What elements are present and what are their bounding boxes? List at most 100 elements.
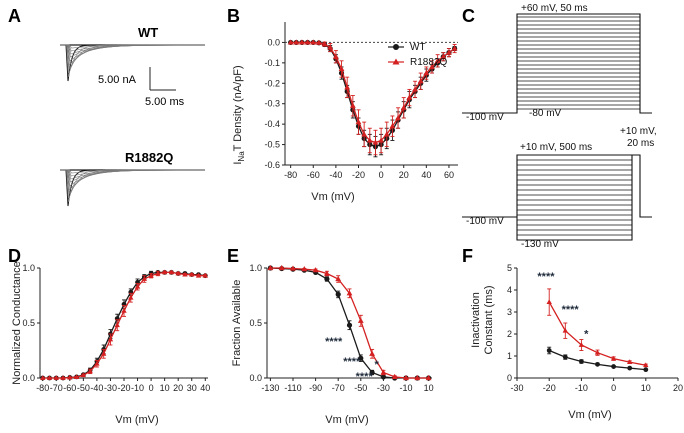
data-point-triangle [60,375,66,380]
y-tick-label: 0.0 [267,37,280,47]
data-point-triangle [395,114,401,121]
data-point-triangle [80,372,87,378]
significance-annotation: **** [356,371,374,383]
data-point-triangle [383,131,390,137]
data-point-triangle [46,375,53,380]
x-tick-label: -130 [261,383,279,393]
data-point-triangle [94,360,100,366]
current-trace [60,44,206,49]
legend-mutant-marker [392,58,400,65]
data-point-triangle [369,350,376,356]
mutant-trace-label: R1882Q [125,150,173,165]
data-point-triangle [389,123,396,129]
current-trace [60,169,206,195]
legend-mutant-label: R1882Q [410,57,447,68]
significance-annotation: * [584,328,589,340]
data-point-triangle [562,327,568,333]
x-tick-label: -10 [131,383,144,393]
data-point-triangle [107,336,114,342]
data-point-triangle [627,359,633,365]
data-point-triangle [148,272,154,278]
protocol-top-step-label: +60 mV, 50 ms [521,3,588,14]
y-tick-label: 5 [507,263,512,273]
legend-wt-marker [393,44,399,50]
data-point-triangle [578,342,585,347]
data-point-triangle [594,349,601,355]
data-point-triangle [67,374,73,380]
data-point-triangle [53,375,59,380]
data-point-triangle [168,269,175,275]
data-point-triangle [406,94,413,100]
y-tick-label: -0.3 [264,99,280,109]
panel-letter-a: A [8,6,21,26]
y-tick-label: -0.4 [264,119,280,129]
series-line-1 [42,271,206,379]
panel-a-traces: WT R1882Q 5.00 nA 5.00 ms [60,25,206,207]
data-point-triangle [299,39,305,45]
data-point-triangle [175,270,181,276]
x-tick-label: -10 [575,383,588,393]
data-point-circle [627,365,633,371]
data-point-circle [335,291,341,297]
data-point-triangle [316,39,322,45]
series-line-0 [42,271,206,379]
panel-d-ylabel: Normalized Conductance [11,261,23,385]
protocol-bottom-hold-label: -100 mV [466,216,504,227]
panel-e-availability-chart: 0.00.51.0-130 -110 -90 -70 -50 -30 -10 10******… [231,263,434,426]
data-point-triangle [100,350,107,356]
data-point-triangle [195,272,202,278]
data-point-circle [358,355,364,361]
significance-annotation: * [374,359,379,371]
data-point-triangle [310,39,317,45]
significance-annotation: **** [562,304,580,316]
data-point-triangle [355,119,362,125]
x-tick-label: -20 [352,170,365,180]
current-trace [60,169,206,174]
x-tick-label: -20 [117,383,130,393]
x-tick-label: 40 [200,383,210,393]
panel-e-ylabel: Fraction Available [231,280,243,367]
data-point-triangle [391,373,398,379]
data-point-triangle [161,269,168,275]
data-point-triangle [643,362,649,368]
y-tick-label: -0.2 [264,78,280,88]
significance-annotation: **** [325,336,343,348]
x-tick-label: 40 [421,170,431,180]
panel-b-ylabel: INaT Density (nA/pF) [232,65,246,164]
inactivation-protocol [462,154,652,241]
time-scale-label: 5.00 ms [145,96,185,108]
data-point-triangle [338,65,345,72]
data-point-triangle [610,355,617,361]
data-point-triangle [357,317,364,323]
data-point-triangle [425,374,432,381]
y-tick-label: 1.0 [249,263,262,273]
current-trace [60,169,205,203]
x-tick-label: 60 [444,170,454,180]
data-point-triangle [332,53,339,59]
x-tick-label: -50 [77,383,90,393]
x-tick-label: 10 [160,383,170,393]
data-point-triangle [403,374,409,381]
x-tick-label: 20 [673,383,683,393]
x-tick-label: -80 [36,383,49,393]
panel-b-iv-chart: 0.0 -0.1 -0.2 -0.3 -0.4 -0.5 -0.6 -80 -60 -40 -20 0… [232,22,458,203]
inactivation-step-outline [462,154,633,241]
data-point-triangle [312,267,319,273]
panel-letter-e: E [227,246,239,266]
data-point-triangle [301,266,308,272]
x-tick-label: 0 [611,383,616,393]
data-point-circle [346,322,353,328]
y-tick-label: 4 [507,285,512,295]
panel-f-ylabel: InactivationConstant (ms) [470,285,495,354]
data-point-triangle [87,368,93,374]
data-point-circle [380,374,387,380]
data-point-triangle [423,69,430,76]
data-point-circle [595,361,600,367]
data-point-triangle [290,265,296,271]
panel-b-legend: WT R1882Q [388,42,447,68]
data-point-triangle [400,104,407,110]
current-trace [60,44,206,66]
x-tick-label: -70 [332,383,345,393]
data-point-triangle [128,294,134,300]
